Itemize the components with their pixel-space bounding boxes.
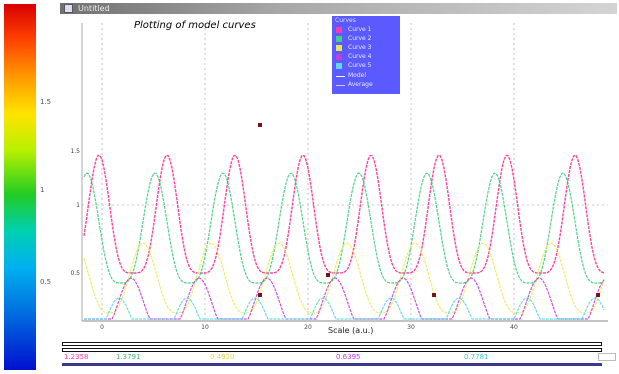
curve-line [84,297,605,320]
legend-item: Curve 1 [336,26,396,34]
legend-line-icon [336,76,345,77]
window-title: Untitled [78,4,110,13]
curve-line [83,154,605,274]
plot-window: Untitled 0 10 20 30 40 0.5 1 1.5 Plotting of mo… [60,3,617,371]
y-tick-label: 1.5 [70,148,80,155]
data-marker [326,273,330,277]
colorbar-tick: 0.5 [40,278,52,286]
plot-title: Plotting of model curves [134,20,256,31]
x-tick-label: 10 [201,324,209,331]
legend-box[interactable]: Curves Curve 1 Curve 2 Curve 3 Curve 4 C… [332,16,400,94]
legend-item: Model [336,72,396,80]
x-tick-label: 40 [510,324,518,331]
legend-item: Curve 2 [336,35,396,43]
legend-swatch-icon [336,45,342,51]
legend-item: Curve 5 [336,62,396,70]
status-value: 1.2358 [64,353,89,361]
data-marker [258,123,262,127]
legend-swatch-icon [336,54,342,60]
status-value: 1.3791 [116,353,141,361]
status-value: 0.6395 [336,353,361,361]
legend-line-icon [336,85,345,86]
curve-line [83,242,605,314]
status-value: 0.7781 [464,353,489,361]
color-scale-bar [4,4,36,370]
y-tick-label: 1 [76,202,80,209]
status-value: 0.4920 [210,353,235,361]
legend-swatch-icon [336,63,342,69]
data-marker [258,293,262,297]
legend-item: Curve 4 [336,53,396,61]
x-axis-label: Scale (a.u.) [328,326,374,335]
window-titlebar[interactable]: Untitled [60,3,617,14]
curve-line [83,172,605,284]
colorbar-tick: 1 [40,186,45,194]
legend-header: Curves [335,17,356,24]
data-marker [432,293,436,297]
legend-item: Average [336,81,396,89]
horizontal-scrollbar[interactable] [62,348,602,352]
legend-swatch-icon [336,36,342,42]
y-tick-label: 0.5 [70,270,80,277]
data-marker [596,293,600,297]
plot-area[interactable]: 0 10 20 30 40 0.5 1 1.5 [60,3,617,338]
legend-item: Curve 3 [336,44,396,52]
resize-handle-icon[interactable] [598,353,616,361]
curve-line [84,277,605,320]
x-tick-label: 20 [304,324,312,331]
x-tick-label: 30 [407,324,415,331]
x-tick-label: 0 [100,324,104,331]
colorbar-tick: 1.5 [40,98,52,106]
legend-swatch-icon [336,27,342,33]
status-divider [62,363,602,366]
horizontal-scrollbar[interactable] [62,342,602,346]
app-icon [64,4,73,13]
